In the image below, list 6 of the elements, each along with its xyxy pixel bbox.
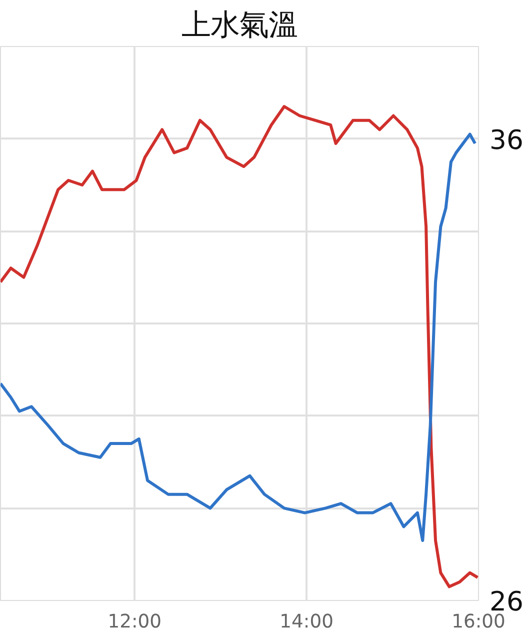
x-tick-label: 14:00 <box>280 612 334 632</box>
chart-title: 上水氣溫 <box>182 8 298 42</box>
line-series <box>0 132 477 542</box>
x-tick-label: 12:00 <box>108 612 162 632</box>
y-tick-label: 36 <box>490 124 524 156</box>
line-series <box>0 105 478 588</box>
